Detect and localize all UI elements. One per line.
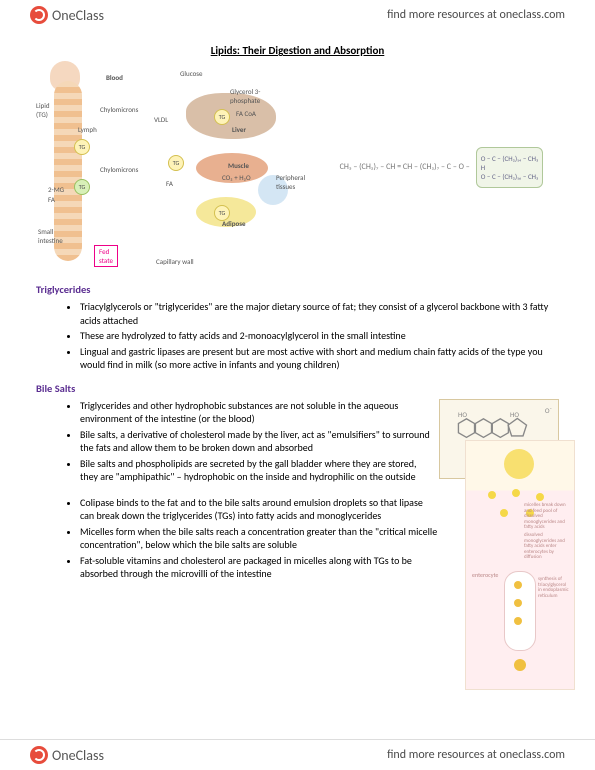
chylomicron-icon (514, 659, 526, 671)
page-footer: OneClass find more resources at oneclass… (0, 739, 595, 770)
diagram-row: TG TG TG TG TG Blood Glucose Lipid (TG) … (36, 67, 559, 267)
label-vldl: VLDL (154, 115, 168, 124)
label-facoa: FA CoA (236, 109, 256, 118)
brand-name: OneClass (52, 7, 104, 24)
micelle-absorption-diagram: micelles break down and feed pool of dis… (465, 440, 575, 690)
micelle-icon (512, 489, 520, 497)
label-2mg: 2-MG (48, 185, 64, 194)
list-item: Lingual and gastric lipases are present … (80, 345, 559, 372)
list-item: Fat-soluble vitamins and cholesterol are… (80, 554, 439, 581)
logo-icon (30, 6, 48, 24)
page-title: Lipids: Their Digestion and Absorption (36, 44, 559, 57)
label-lipid: Lipid (TG) (36, 101, 50, 119)
tg-circle: TG (168, 155, 184, 171)
triglyceride-structure: CH₃ – (CH₂)₇ – CH = CH – (CH₂)₇ – C – O … (324, 67, 559, 267)
chylomicron-icon (514, 599, 522, 607)
label-chylo1: Chylomicrons (100, 105, 138, 114)
chem-glycerol-box: O – C – (CH₂)₁₄ – CH₃ H O – C – (CH₂)₁₆ … (476, 147, 544, 188)
list-item: Bile salts and phospholipids are secrete… (80, 457, 431, 484)
brand-logo[interactable]: OneClass (30, 746, 104, 764)
heading-triglycerides: Triglycerides (36, 283, 559, 296)
label-liver: Liver (232, 125, 246, 134)
page-header: OneClass find more resources at oneclass… (0, 0, 595, 30)
fed-state-badge: Fed state (94, 245, 118, 267)
label-adipose: Adipose (222, 219, 246, 228)
footer-tagline[interactable]: find more resources at oneclass.com (387, 748, 565, 762)
list-item: Triacylglycerols or "triglycerides" are … (80, 300, 559, 327)
label-glucose: Glucose (180, 69, 203, 78)
enterocyte-label: enterocyte (472, 571, 498, 579)
micelle-icon (536, 493, 544, 501)
chylomicron-icon (514, 581, 522, 589)
tg-circle: TG (74, 179, 90, 195)
micelle-icon (500, 509, 508, 517)
list-item: Triglycerides and other hydrophobic subs… (80, 399, 431, 426)
list-item: Colipase binds to the fat and to the bil… (80, 496, 439, 523)
triglycerides-list: Triacylglycerols or "triglycerides" are … (36, 300, 559, 372)
label-fa: FA (48, 195, 55, 204)
list-item: Micelles form when the bile salts reach … (80, 525, 439, 552)
micelle-caption: micelles break down and feed pool of dis… (524, 503, 570, 531)
brand-name: OneClass (52, 747, 104, 764)
list-item: These are hydrolyzed to fatty acids and … (80, 329, 559, 343)
label-fa2: FA (166, 179, 173, 188)
label-si: Small intestine (38, 227, 63, 245)
emulsion-droplet-icon (504, 449, 534, 479)
brand-logo[interactable]: OneClass (30, 6, 104, 24)
metabolism-diagram: TG TG TG TG TG Blood Glucose Lipid (TG) … (36, 67, 316, 267)
label-peripheral: Peripheral tissues (276, 173, 305, 191)
header-tagline[interactable]: find more resources at oneclass.com (387, 8, 565, 22)
label-blood: Blood (106, 73, 123, 82)
list-item: Bile salts, a derivative of cholesterol … (80, 428, 431, 455)
micelle-caption: dissolved monoglycerides and fatty acids… (524, 533, 570, 561)
label-co2: CO₂ + H₂O (222, 173, 251, 182)
chylomicron-icon (514, 617, 522, 625)
bile-text-block: Triglycerides and other hydrophobic subs… (36, 399, 431, 486)
tg-circle: TG (74, 139, 90, 155)
logo-icon (30, 746, 48, 764)
label-capillary: Capillary wall (156, 257, 194, 266)
micelle-caption: synthesis of triacylglycerol in endoplas… (538, 577, 570, 599)
tg-circle: TG (214, 109, 230, 125)
label-chylo2: Chylomicrons (100, 165, 138, 174)
label-muscle: Muscle (228, 161, 249, 170)
label-lymph: Lymph (78, 125, 97, 134)
label-g3p: Glycerol 3- phosphate (230, 87, 260, 105)
micelle-icon (488, 491, 496, 499)
chem-left: CH₃ – (CH₂)₇ – CH = CH – (CH₂)₇ – C – O … (340, 162, 470, 172)
heading-bile-salts: Bile Salts (36, 382, 559, 395)
